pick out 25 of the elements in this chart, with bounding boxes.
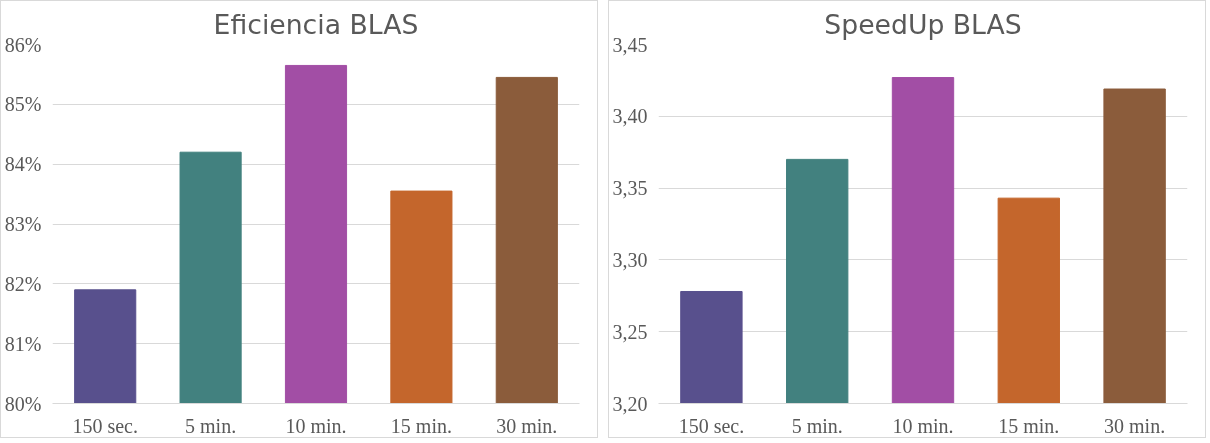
y-tick-label: 84% — [4, 153, 42, 176]
y-tick-label: 3,40 — [612, 105, 648, 128]
x-tick-label: 30 min. — [496, 414, 558, 437]
y-tick-label: 3,25 — [612, 320, 648, 343]
y-tick-label: 86% — [4, 33, 42, 56]
y-tick-label: 3,30 — [612, 248, 648, 271]
x-tick-label: 15 min. — [998, 414, 1060, 437]
y-tick-label: 85% — [4, 93, 42, 116]
x-tick-label: 150 sec. — [678, 414, 745, 437]
x-tick-label: 30 min. — [1104, 414, 1166, 437]
x-tick-label: 150 sec. — [72, 414, 138, 437]
y-tick-label: 83% — [4, 213, 42, 235]
y-tick-label: 81% — [4, 332, 42, 355]
chart-title: SpeedUp BLAS — [824, 8, 1022, 40]
x-tick-label: 5 min. — [791, 414, 843, 437]
y-tick-label: 80% — [4, 392, 42, 415]
x-tick-label: 10 min. — [892, 414, 954, 437]
y-tick-label: 3,35 — [612, 177, 648, 200]
x-tick-label: 15 min. — [390, 414, 452, 437]
y-tick-label: 3,20 — [612, 392, 648, 415]
chart-title: Eficiencia BLAS — [213, 8, 419, 40]
x-tick-label: 5 min. — [185, 414, 237, 437]
y-tick-label: 3,45 — [612, 33, 648, 56]
y-tick-label: 82% — [4, 272, 42, 295]
x-tick-label: 10 min. — [285, 414, 347, 437]
